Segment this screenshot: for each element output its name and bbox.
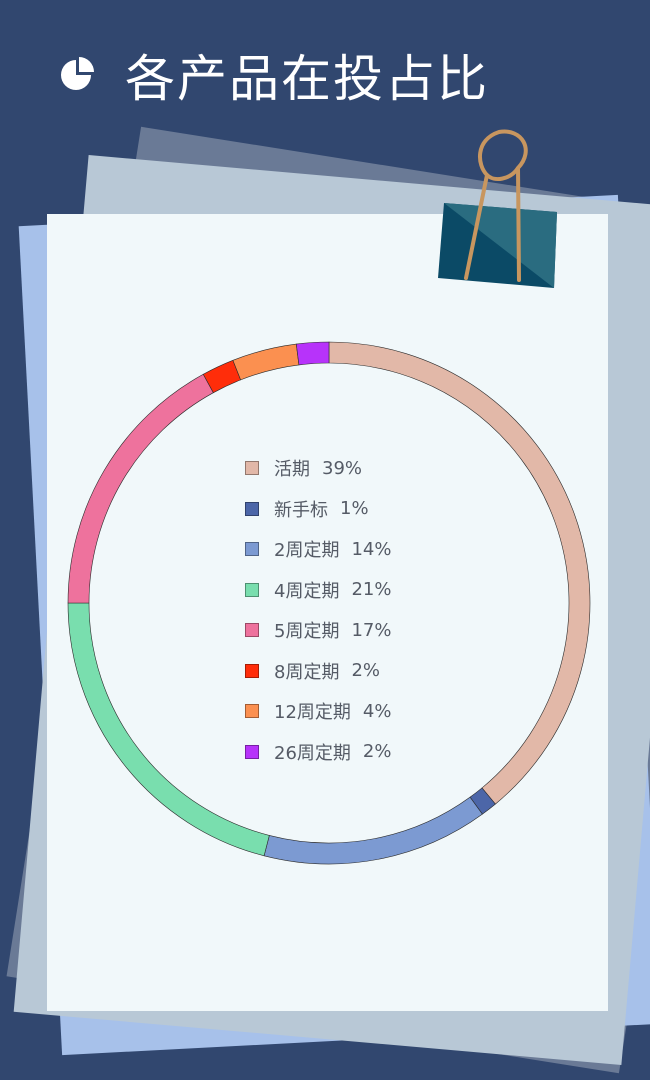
legend-swatch xyxy=(245,663,259,678)
legend-item: 8周定期 2% xyxy=(245,651,391,692)
legend-value: 2% xyxy=(362,741,392,763)
legend-item: 5周定期 17% xyxy=(245,610,391,651)
legend-item: 新手标 1% xyxy=(245,489,391,530)
legend-swatch xyxy=(245,704,259,719)
legend-label: 5周定期 xyxy=(274,621,340,643)
legend-swatch xyxy=(245,542,259,557)
legend-value: 17% xyxy=(351,619,392,641)
legend-label: 12周定期 xyxy=(274,702,351,724)
legend-value: 1% xyxy=(340,498,369,520)
legend-item: 活期 39% xyxy=(245,448,391,489)
pie-slice-2 xyxy=(263,796,483,865)
legend-value: 2% xyxy=(351,660,381,682)
legend-item: 26周定期 2% xyxy=(245,732,391,773)
legend-value: 4% xyxy=(362,700,392,722)
legend-item: 12周定期 4% xyxy=(245,691,391,732)
pie-slice-4 xyxy=(67,373,214,604)
binder-clip-icon xyxy=(438,129,557,288)
legend-swatch xyxy=(245,501,259,516)
legend-item: 4周定期 21% xyxy=(245,570,391,611)
legend-label: 新手标 xyxy=(274,499,328,521)
legend-label: 26周定期 xyxy=(274,742,351,764)
legend-item: 2周定期 14% xyxy=(245,529,391,570)
pie-slice-6 xyxy=(232,343,300,381)
page-title: 各产品在投占比 xyxy=(125,50,489,108)
legend-value: 21% xyxy=(351,579,392,601)
legend-value: 39% xyxy=(322,457,363,479)
pie-chart-icon xyxy=(61,57,94,90)
pie-slice-7 xyxy=(295,341,330,366)
legend-value: 14% xyxy=(351,538,392,560)
legend-swatch xyxy=(245,461,259,476)
pie-slice-3 xyxy=(67,602,270,857)
legend-swatch xyxy=(245,623,259,638)
chart-legend: 活期 39% 新手标 1% 2周定期 14% 4周定期 21% 5周定期 17% 8周定期 2% 12周… xyxy=(245,448,391,772)
legend-label: 8周定期 xyxy=(274,661,340,683)
legend-label: 活期 xyxy=(274,459,310,481)
legend-label: 2周定期 xyxy=(274,540,340,562)
legend-label: 4周定期 xyxy=(274,580,340,602)
legend-swatch xyxy=(245,744,259,759)
header: 各产品在投占比 xyxy=(55,40,489,110)
legend-swatch xyxy=(245,582,259,597)
